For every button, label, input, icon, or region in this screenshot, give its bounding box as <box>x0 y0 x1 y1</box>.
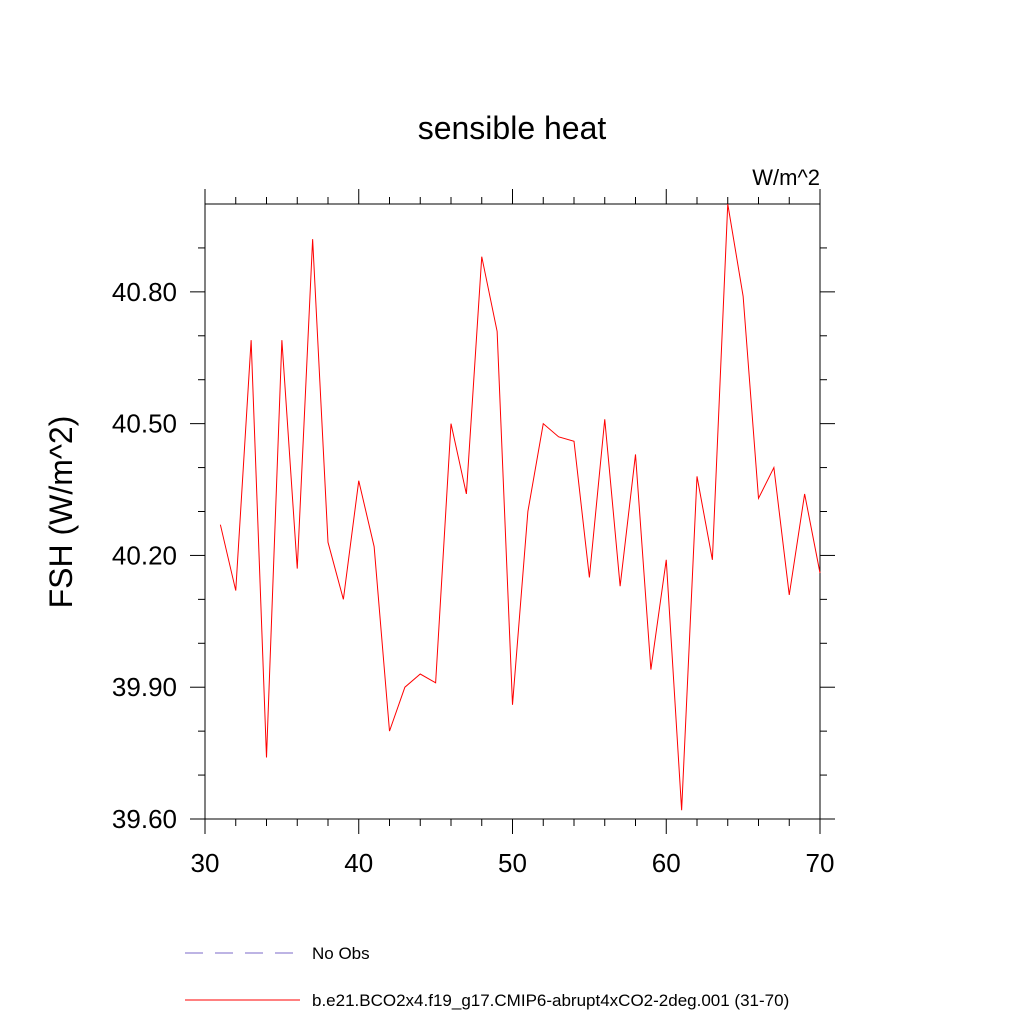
y-tick-label: 40.50 <box>112 409 177 439</box>
x-tick-label: 50 <box>498 848 527 878</box>
legend: No Obs b.e21.BCO2x4.f19_g17.CMIP6-abrupt… <box>185 944 789 1010</box>
x-tick-label: 40 <box>344 848 373 878</box>
series-line-0 <box>219 203 821 811</box>
series-layer <box>219 203 821 811</box>
units-label: W/m^2 <box>752 165 820 190</box>
y-tick-label: 40.80 <box>112 277 177 307</box>
legend-label-model-run: b.e21.BCO2x4.f19_g17.CMIP6-abrupt4xCO2-2… <box>312 991 789 1010</box>
chart-title: sensible heat <box>418 110 607 146</box>
x-tick-label: 60 <box>652 848 681 878</box>
x-tick-label: 70 <box>806 848 835 878</box>
x-axis-tick-labels: 30 40 50 60 70 <box>191 848 835 878</box>
y-axis-ticks <box>190 247 835 820</box>
y-tick-label: 40.20 <box>112 540 177 570</box>
x-axis-ticks <box>204 189 821 834</box>
legend-label-no-obs: No Obs <box>312 944 370 963</box>
x-tick-label: 30 <box>191 848 220 878</box>
y-tick-label: 39.90 <box>112 672 177 702</box>
y-axis-tick-labels: 39.60 39.90 40.20 40.50 40.80 <box>112 277 177 834</box>
plot-frame <box>204 203 821 820</box>
y-axis-label: FSH (W/m^2) <box>43 416 79 609</box>
y-tick-label: 39.60 <box>112 804 177 834</box>
